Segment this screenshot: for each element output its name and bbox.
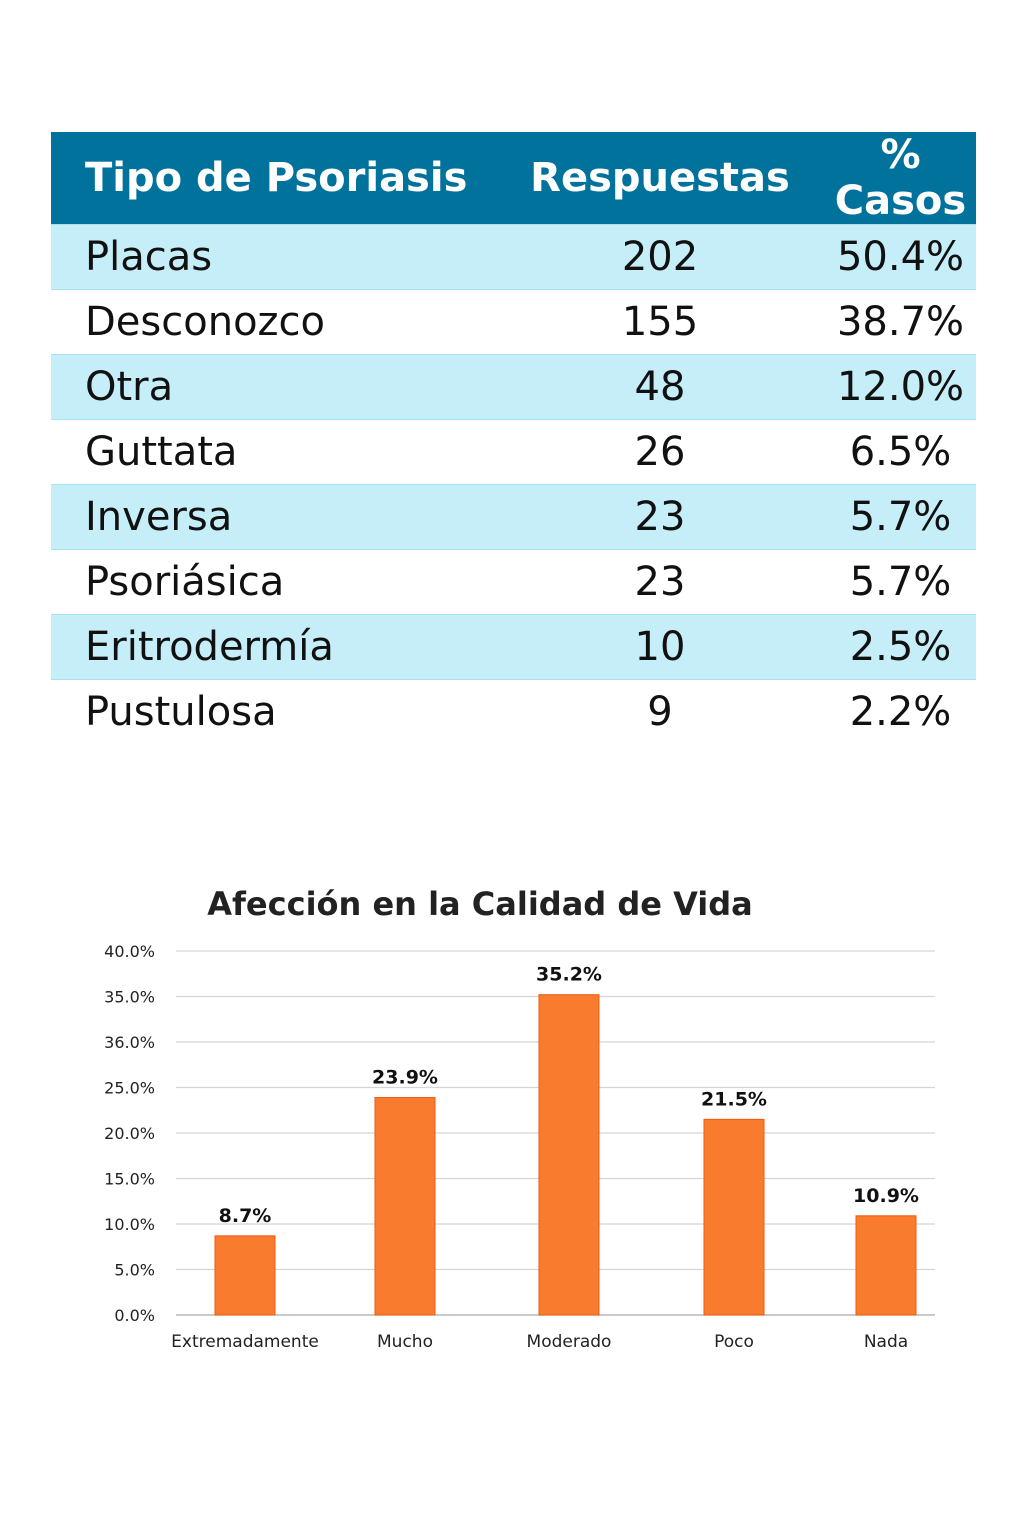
y-tick-label: 0.0% <box>114 1306 155 1325</box>
quality-of-life-chart: Afección en la Calidad de Vida 0.0% 5.0% 10… <box>104 885 935 1352</box>
bar <box>538 994 600 1316</box>
y-tick-label: 36.0% <box>104 1033 155 1052</box>
y-tick-label: 35.0% <box>104 988 155 1007</box>
table-cell: Guttata <box>85 429 238 475</box>
x-tick-label: Mucho <box>377 1332 433 1352</box>
table-cell: 9 <box>647 689 673 735</box>
table-cell: 23 <box>634 559 686 605</box>
table-cell: 23 <box>495 484 825 550</box>
table-cell: 2.2% <box>849 689 952 735</box>
y-tick-label: 20.0% <box>104 1124 155 1143</box>
bar <box>374 1097 436 1316</box>
table-row: Pustulosa 9 2.2% <box>51 680 976 745</box>
table-cell: Pustulosa <box>85 689 277 735</box>
table-cell: Inversa <box>51 484 495 550</box>
data-label: 21.5% <box>701 1088 767 1110</box>
table-cell: 26 <box>634 429 686 475</box>
table-cell: 12.0% <box>825 354 976 420</box>
table-row: Inversa 23 5.7% <box>51 484 976 550</box>
table-cell: Otra <box>51 354 495 420</box>
table-cell: Psoriásica <box>85 559 285 605</box>
table-cell: 10 <box>495 614 825 680</box>
table-cell: 48 <box>495 354 825 420</box>
x-tick-label: Extremadamente <box>171 1332 319 1352</box>
x-tick-label: Poco <box>714 1332 754 1352</box>
table-row: Eritrodermía 10 2.5% <box>51 614 976 680</box>
psoriasis-table: Tipo de Psoriasis Respuestas% Casos Placa… <box>51 132 976 744</box>
table-row: Otra 48 12.0% <box>51 354 976 420</box>
y-tick-label: 40.0% <box>104 942 155 961</box>
table-cell: 202 <box>495 224 825 290</box>
table-row: Guttata 26 6.5% <box>51 420 976 485</box>
table-cell: 6.5% <box>849 429 952 475</box>
table-row: Desconozco 155 38.7% <box>51 290 976 355</box>
data-label: 8.7% <box>219 1205 272 1227</box>
table-cell: 50.4% <box>825 224 976 290</box>
table-cell: 5.7% <box>849 559 952 605</box>
table-cell: 5.7% <box>825 484 976 550</box>
y-tick-label: 5.0% <box>114 1261 155 1280</box>
data-label: 10.9% <box>853 1185 919 1207</box>
bar <box>703 1118 765 1316</box>
table-cell: 38.7% <box>836 299 965 345</box>
table-cell: 2.5% <box>825 614 976 680</box>
table-row: Psoriásica 23 5.7% <box>51 550 976 615</box>
x-tick-label: Nada <box>864 1332 908 1352</box>
table-cell: 155 <box>621 299 699 345</box>
table-cell: Desconozco <box>85 299 325 345</box>
column-header: Respuestas <box>495 132 825 225</box>
table-row: Placas 202 50.4% <box>51 224 976 290</box>
table-cell: Placas <box>51 224 495 290</box>
column-header: Tipo de Psoriasis <box>51 132 495 225</box>
y-tick-label: 10.0% <box>104 1215 155 1234</box>
y-tick-label: 25.0% <box>104 1079 155 1098</box>
x-tick-label: Moderado <box>527 1332 612 1352</box>
chart-title: Afección en la Calidad de Vida <box>207 885 753 923</box>
bar <box>855 1215 917 1316</box>
bar <box>214 1235 276 1316</box>
data-label: 23.9% <box>372 1067 438 1089</box>
table-cell: Eritrodermía <box>51 614 495 680</box>
y-tick-label: 15.0% <box>104 1170 155 1189</box>
data-label: 35.2% <box>536 964 602 986</box>
column-header: % Casos <box>825 132 976 225</box>
